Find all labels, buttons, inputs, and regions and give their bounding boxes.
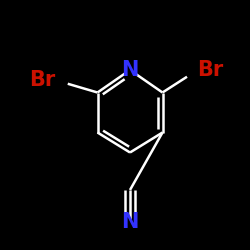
Text: Br: Br [29,70,55,90]
Text: N: N [121,60,139,80]
Text: Br: Br [198,60,224,80]
Text: N: N [121,212,139,233]
